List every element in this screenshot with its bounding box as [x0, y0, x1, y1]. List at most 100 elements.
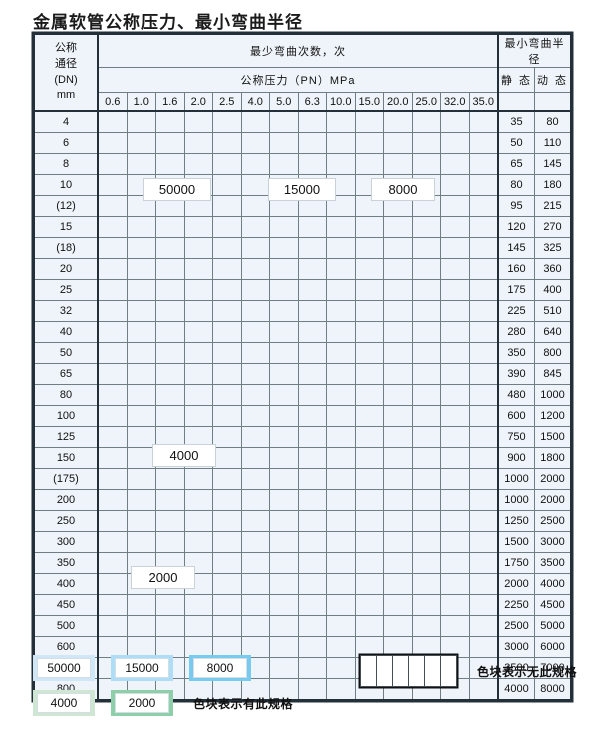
data-cell — [468, 110, 499, 133]
data-cell — [440, 258, 470, 280]
data-cell — [155, 384, 185, 406]
radius-dynamic-value: 1500 — [534, 426, 572, 448]
data-cell — [269, 594, 299, 616]
data-cell — [411, 573, 441, 595]
data-cell — [440, 489, 470, 511]
data-cell — [212, 552, 242, 574]
page-title: 金属软管公称压力、最小弯曲半径 — [33, 13, 303, 33]
data-cell — [468, 531, 499, 553]
pressure-column-header: 1.0 — [126, 92, 156, 112]
data-cell — [212, 384, 242, 406]
data-cell — [354, 363, 384, 385]
data-cell — [155, 258, 185, 280]
data-cell — [326, 594, 356, 616]
data-cell — [297, 531, 327, 553]
data-cell — [97, 363, 128, 385]
data-cell — [269, 279, 299, 301]
legend-left: 50000 15000 8000 4000 2000 色块表示有此规格 — [33, 655, 293, 725]
data-cell — [240, 279, 270, 301]
legend-right: 色块表示无此规格 — [360, 655, 577, 687]
data-cell — [126, 615, 156, 637]
data-cell — [97, 174, 128, 196]
data-cell — [468, 552, 499, 574]
legend-no-spec-row — [360, 655, 457, 687]
data-cell — [468, 615, 499, 637]
data-cell — [126, 384, 156, 406]
data-cell — [411, 426, 441, 448]
radius-static-value: 225 — [497, 300, 535, 322]
data-cell — [440, 531, 470, 553]
data-cell — [411, 489, 441, 511]
data-cell — [212, 447, 242, 469]
data-cell — [212, 405, 242, 427]
data-cell — [297, 489, 327, 511]
data-cell — [297, 132, 327, 154]
radius-dynamic-value: 5000 — [534, 615, 572, 637]
data-cell — [212, 153, 242, 175]
pressure-column-header: 2.5 — [212, 92, 242, 112]
table-row: 15 120 270 — [33, 216, 572, 238]
data-cell — [126, 300, 156, 322]
data-cell — [354, 237, 384, 259]
row-label-dn: 125 — [33, 426, 99, 448]
data-cell — [411, 615, 441, 637]
table-row: (18) 145 325 — [33, 237, 572, 259]
data-cell — [383, 132, 413, 154]
radius-static-value: 120 — [497, 216, 535, 238]
data-cell — [212, 363, 242, 385]
data-cell — [354, 216, 384, 238]
data-cell — [440, 132, 470, 154]
data-cell — [97, 594, 128, 616]
data-cell — [326, 153, 356, 175]
data-cell — [240, 531, 270, 553]
row-label-dn: 150 — [33, 447, 99, 469]
data-cell — [354, 510, 384, 532]
data-cell — [97, 279, 128, 301]
data-cell — [212, 132, 242, 154]
data-cell — [383, 321, 413, 343]
radius-dynamic-value: 360 — [534, 258, 572, 280]
data-cell — [183, 237, 213, 259]
data-cell — [269, 405, 299, 427]
data-cell — [183, 426, 213, 448]
data-cell — [240, 573, 270, 595]
data-cell — [97, 573, 128, 595]
radius-static-value: 65 — [497, 153, 535, 175]
data-cell — [383, 426, 413, 448]
data-cell — [126, 426, 156, 448]
data-cell — [126, 110, 156, 133]
data-cell — [126, 321, 156, 343]
legend-row-green: 4000 2000 色块表示有此规格 — [33, 690, 293, 716]
legend-note-no-spec: 色块表示无此规格 — [477, 664, 578, 679]
data-cell — [468, 678, 499, 701]
row-label-dn: 15 — [33, 216, 99, 238]
corner-header-cell: 公称 通径 (DN) mm — [33, 33, 99, 112]
data-cell — [297, 573, 327, 595]
data-cell — [297, 321, 327, 343]
data-cell — [97, 510, 128, 532]
group-header-pressure: 公称压力（PN）MPa — [97, 67, 499, 93]
radius-dynamic-value: 145 — [534, 153, 572, 175]
table-row: 65 390 845 — [33, 363, 572, 385]
table-row: 25 175 400 — [33, 279, 572, 301]
data-cell — [269, 447, 299, 469]
data-cell — [326, 552, 356, 574]
data-cell — [297, 300, 327, 322]
data-cell — [126, 153, 156, 175]
data-cell — [240, 678, 270, 701]
legend-no-spec-cell — [424, 655, 441, 687]
data-cell — [155, 237, 185, 259]
data-cell — [326, 615, 356, 637]
data-cell — [354, 426, 384, 448]
data-cell — [269, 342, 299, 364]
data-cell — [297, 678, 327, 701]
data-cell — [383, 258, 413, 280]
row-label-dn: 80 — [33, 384, 99, 406]
data-cell — [440, 174, 470, 196]
data-cell — [240, 174, 270, 196]
radius-dynamic-value: 3500 — [534, 552, 572, 574]
data-cell — [440, 615, 470, 637]
data-cell — [97, 153, 128, 175]
radius-static-value: 2000 — [497, 573, 535, 595]
